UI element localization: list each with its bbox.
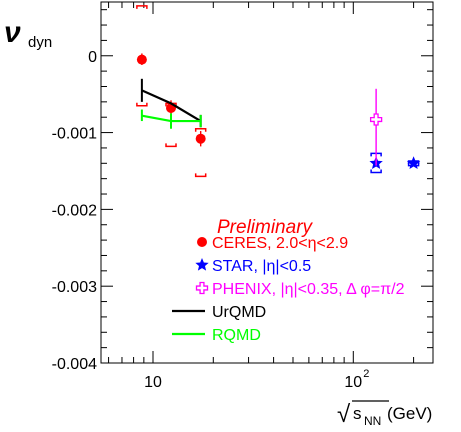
y-axis-label: ν <box>4 16 21 49</box>
preliminary-annotation: Preliminary <box>217 217 314 238</box>
plot-frame <box>100 1 434 364</box>
svg-text:s: s <box>353 404 362 423</box>
legend-entry: CERES, 2.0<η<2.9 <box>197 235 348 252</box>
legend-label: PHENIX, |η|<0.35, Δ φ=π/2 <box>212 281 405 298</box>
data-point-phenix <box>369 113 383 126</box>
x-tick-label: 10 <box>144 374 162 391</box>
axis-ticks <box>101 2 433 364</box>
series-line-urqmd <box>141 89 202 122</box>
data-point-star <box>406 156 421 169</box>
legend-label: UrQMD <box>212 304 266 321</box>
y-tick-label: -0.001 <box>52 126 97 143</box>
legend-marker-cross <box>195 281 209 295</box>
y-tick-label: -0.003 <box>52 279 97 296</box>
legend-label: STAR, |η|<0.5 <box>212 258 311 275</box>
legend-marker-circle <box>197 237 207 247</box>
svg-text:√: √ <box>337 401 351 428</box>
sys-error-bracket <box>194 127 207 178</box>
y-axis-label-sub: dyn <box>28 34 52 51</box>
legend: CERES, 2.0<η<2.9 STAR, |η|<0.5 PHENIX, |η|… <box>172 235 405 344</box>
svg-text:(GeV): (GeV) <box>387 404 432 423</box>
x-axis-label: √ s NN (GeV) <box>337 400 432 428</box>
svg-text:NN: NN <box>364 414 381 428</box>
y-tick-label: -0.004 <box>52 356 97 373</box>
sys-error-bracket-bottom <box>370 169 382 174</box>
y-tick-label: 0 <box>88 49 97 66</box>
legend-entry: UrQMD <box>172 304 266 321</box>
data-point-ceres <box>195 133 206 144</box>
sys-error-bracket-bottom <box>136 102 148 107</box>
sys-error-bracket-top <box>194 127 207 132</box>
sys-error-bracket-bottom <box>194 173 207 178</box>
legend-label: CERES, 2.0<η<2.9 <box>212 235 348 252</box>
sys-error-bracket-bottom <box>165 143 177 148</box>
legend-marker-star <box>195 258 209 271</box>
data-layer <box>136 5 421 178</box>
legend-label: RQMD <box>212 327 261 344</box>
y-tick-labels: 0 -0.001 -0.002 -0.003 -0.004 <box>52 49 97 373</box>
x-tick-label: 10 <box>344 374 362 391</box>
sys-error-bracket <box>136 5 148 107</box>
y-tick-label: -0.002 <box>52 202 97 219</box>
sys-error-bracket-top <box>136 5 148 9</box>
data-point-ceres <box>136 54 147 65</box>
x-tick-labels: 10 10 2 <box>144 368 369 391</box>
legend-entry: RQMD <box>172 327 261 344</box>
x-tick-label-exponent: 2 <box>363 368 369 380</box>
legend-entry: PHENIX, |η|<0.35, Δ φ=π/2 <box>195 281 405 298</box>
legend-entry: STAR, |η|<0.5 <box>195 258 311 275</box>
